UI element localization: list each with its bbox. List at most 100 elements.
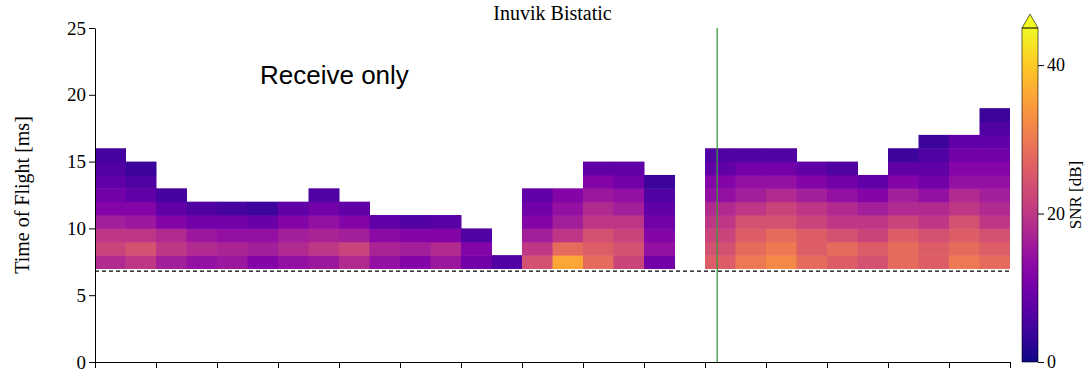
heat-cell xyxy=(431,228,462,242)
heat-cell xyxy=(980,175,1011,189)
heat-cell xyxy=(156,255,187,269)
heat-cell xyxy=(583,215,614,229)
heat-cell xyxy=(156,202,187,216)
y-tick-mark xyxy=(89,162,95,163)
heat-cell xyxy=(980,215,1011,229)
heat-cell xyxy=(400,228,431,242)
x-tick xyxy=(156,362,157,368)
heat-cell xyxy=(949,228,980,242)
x-tick-mark xyxy=(827,362,828,368)
heat-cell xyxy=(614,255,645,269)
heat-cell xyxy=(583,162,614,176)
heat-cell xyxy=(858,175,889,189)
heat-cell xyxy=(126,202,157,216)
y-tick-label: 10 xyxy=(67,218,86,239)
heat-cell xyxy=(858,215,889,229)
heat-cell xyxy=(95,202,126,216)
heat-cell xyxy=(126,215,157,229)
heat-cell xyxy=(95,215,126,229)
heat-cell xyxy=(461,255,492,269)
heat-cell xyxy=(461,228,492,242)
heat-cell xyxy=(339,202,370,216)
heat-cell xyxy=(705,188,736,202)
x-tick xyxy=(644,362,645,368)
heat-cell xyxy=(614,215,645,229)
colorbar-tick-label: 20 xyxy=(1047,204,1065,224)
heat-cell xyxy=(736,228,767,242)
heat-cell xyxy=(553,188,584,202)
heat-cell xyxy=(522,255,553,269)
heat-cell xyxy=(766,215,797,229)
heat-cell xyxy=(919,242,950,256)
heat-cell xyxy=(705,215,736,229)
heat-cell xyxy=(522,228,553,242)
heat-cell xyxy=(980,255,1011,269)
heat-cell xyxy=(736,175,767,189)
y-tick-mark xyxy=(89,295,95,296)
heat-cell xyxy=(583,202,614,216)
heat-cell xyxy=(187,228,218,242)
heat-cell xyxy=(858,188,889,202)
heat-cell xyxy=(248,228,279,242)
heat-cell xyxy=(309,215,340,229)
heat-cell xyxy=(522,215,553,229)
heat-cell xyxy=(858,228,889,242)
heat-cell xyxy=(248,202,279,216)
heat-cell xyxy=(980,108,1011,122)
heat-cell xyxy=(553,202,584,216)
colorbar-tick: 20 xyxy=(1038,204,1065,224)
heat-cell xyxy=(553,255,584,269)
heat-cell xyxy=(644,215,675,229)
heat-cell xyxy=(217,215,248,229)
x-tick-mark xyxy=(644,362,645,368)
x-tick-mark xyxy=(522,362,523,368)
x-tick xyxy=(400,362,401,368)
heat-cell xyxy=(309,188,340,202)
colorbar-tick-label: 40 xyxy=(1047,55,1065,75)
colorbar-tick-mark xyxy=(1038,362,1044,363)
heat-cell xyxy=(858,202,889,216)
heat-cell xyxy=(339,215,370,229)
heat-cell xyxy=(919,215,950,229)
heat-cell xyxy=(705,242,736,256)
y-axis-line xyxy=(95,29,96,363)
y-tick-label: 25 xyxy=(67,18,86,39)
heat-cell xyxy=(919,228,950,242)
heat-cell xyxy=(278,202,309,216)
colorbar xyxy=(1022,28,1038,362)
heat-cell xyxy=(736,148,767,162)
heat-cell xyxy=(797,202,828,216)
heat-cell xyxy=(888,255,919,269)
x-tick-mark xyxy=(339,362,340,368)
heat-cell xyxy=(614,162,645,176)
y-tick-label: 15 xyxy=(67,151,86,172)
heat-cell xyxy=(583,228,614,242)
x-axis xyxy=(96,362,1011,368)
heat-cell xyxy=(614,202,645,216)
dashed-reference-line xyxy=(95,271,1010,272)
heat-cell xyxy=(156,228,187,242)
heat-cell xyxy=(156,242,187,256)
y-tick-mark xyxy=(89,362,95,363)
heat-cell xyxy=(919,175,950,189)
heat-cell xyxy=(736,255,767,269)
y-axis: 0510152025 xyxy=(67,18,96,373)
colorbar-tick: 0 xyxy=(1038,352,1056,372)
heat-cell xyxy=(614,188,645,202)
y-tick-mark xyxy=(89,28,95,29)
heat-cell xyxy=(949,148,980,162)
heat-cell xyxy=(431,215,462,229)
green-marker-line xyxy=(717,28,718,362)
x-tick xyxy=(949,362,950,368)
x-tick xyxy=(278,362,279,368)
heat-cell xyxy=(766,242,797,256)
heat-cell xyxy=(980,202,1011,216)
heat-cell xyxy=(309,228,340,242)
x-tick-mark xyxy=(949,362,950,368)
heat-cell xyxy=(827,175,858,189)
heat-cell xyxy=(309,255,340,269)
heat-cell xyxy=(736,202,767,216)
heat-cell xyxy=(431,242,462,256)
heat-cell xyxy=(827,255,858,269)
heat-cell xyxy=(187,255,218,269)
